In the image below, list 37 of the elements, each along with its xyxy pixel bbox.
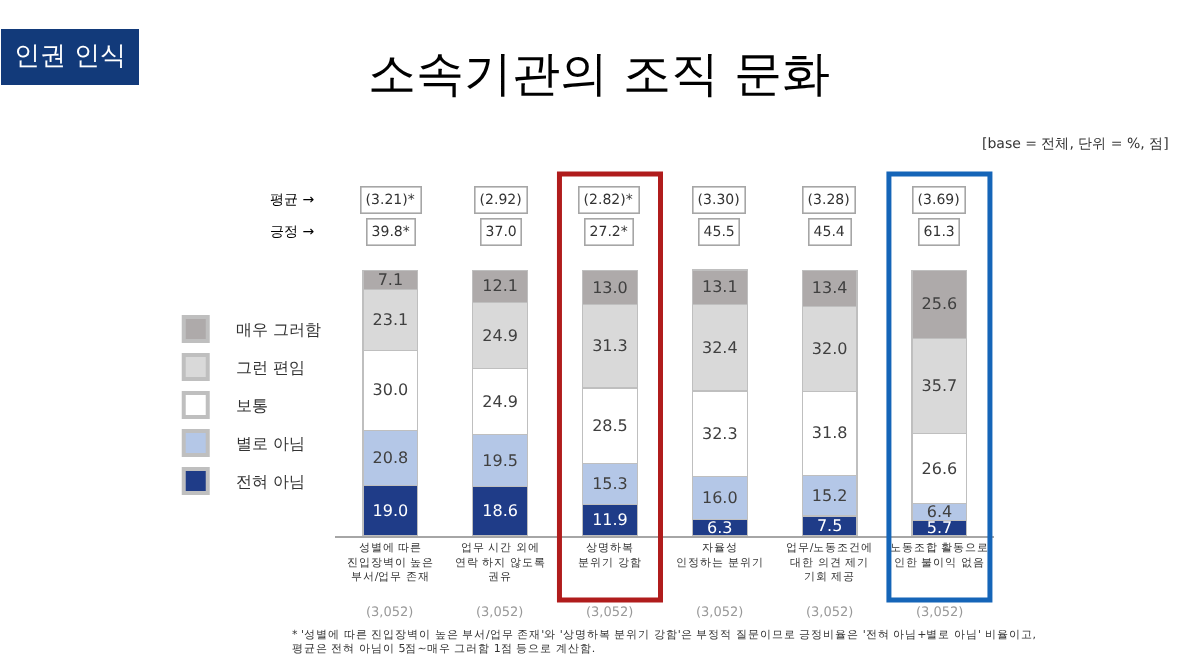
data-label: 15.2 bbox=[811, 486, 848, 505]
legend-label: 그런 편임 bbox=[235, 359, 305, 378]
legend-label: 보통 bbox=[235, 397, 268, 416]
data-label: 19.5 bbox=[482, 451, 518, 470]
data-label: 25.6 bbox=[921, 295, 958, 314]
text: 인권 인식 bbox=[14, 42, 127, 72]
data-label: 32.3 bbox=[701, 424, 738, 443]
data-label: 31.3 bbox=[592, 337, 628, 356]
data-label: 7.5 bbox=[816, 517, 843, 536]
data-label: 19.0 bbox=[372, 501, 409, 520]
data-label: 23.1 bbox=[372, 310, 409, 329]
data-label: 7.1 bbox=[377, 270, 404, 289]
data-label: 6.4 bbox=[926, 503, 953, 522]
data-label: 24.9 bbox=[482, 326, 518, 345]
data-label: 15.3 bbox=[592, 475, 628, 494]
data-label: 32.4 bbox=[701, 338, 738, 357]
data-label: 13.1 bbox=[701, 278, 738, 297]
data-label: 20.8 bbox=[372, 448, 409, 467]
data-label: 6.3 bbox=[707, 518, 733, 537]
data-label: 11.9 bbox=[592, 511, 628, 530]
data-label: 26.6 bbox=[921, 459, 958, 478]
chart-title: 소속기관의 조직 문화 bbox=[367, 45, 831, 102]
data-label: 5.7 bbox=[926, 519, 953, 538]
data-label: 35.7 bbox=[921, 376, 958, 395]
data-label: 31.8 bbox=[811, 424, 848, 443]
data-label: 16.0 bbox=[701, 489, 738, 507]
data-label: 18.6 bbox=[482, 502, 518, 521]
data-label: 30.0 bbox=[372, 381, 409, 400]
data-label: 24.9 bbox=[482, 392, 518, 411]
data-label: 28.5 bbox=[592, 416, 628, 435]
data-label: 32.0 bbox=[811, 339, 848, 358]
data-label: 13.0 bbox=[592, 278, 628, 297]
data-label: 13.4 bbox=[811, 279, 848, 298]
data-label: 12.1 bbox=[482, 277, 518, 296]
legend-label: 전혀 아님 bbox=[235, 473, 305, 492]
legend-label: 별로 아님 bbox=[235, 435, 305, 454]
legend-label: 매우 그러함 bbox=[235, 321, 321, 340]
